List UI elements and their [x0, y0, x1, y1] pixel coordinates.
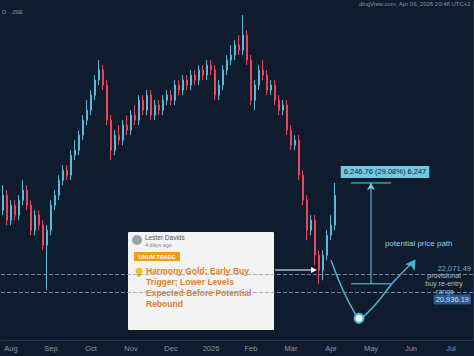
svg-text:Sep: Sep [44, 344, 57, 353]
svg-text:Nov: Nov [124, 344, 138, 353]
svg-text:Rebound: Rebound [146, 299, 183, 309]
svg-text:Feb: Feb [245, 344, 258, 353]
svg-text:Lester Davids: Lester Davids [145, 234, 185, 241]
svg-text:Oct: Oct [85, 344, 98, 353]
svg-text:22,071.49: 22,071.49 [438, 264, 471, 273]
svg-text:Dec: Dec [164, 344, 178, 353]
svg-text:UNUM TRADE: UNUM TRADE [139, 254, 176, 260]
svg-text:Aug: Aug [4, 344, 17, 353]
svg-text:provisional: provisional [427, 272, 462, 280]
svg-text:Expected Before Potential: Expected Before Potential [146, 287, 254, 298]
svg-text:Harmony Gold: Early Buy: Harmony Gold: Early Buy [146, 265, 252, 276]
svg-text:Jul: Jul [446, 344, 456, 353]
svg-text:20,936.19: 20,936.19 [436, 295, 469, 304]
svg-text:Mar: Mar [285, 344, 298, 353]
svg-text:Trigger; Lower Levels: Trigger; Lower Levels [146, 277, 236, 287]
svg-text:Jun: Jun [405, 344, 417, 353]
svg-text:buy re-entry: buy re-entry [425, 280, 464, 288]
svg-text:potential price path: potential price path [385, 239, 453, 248]
svg-text:dingView.com, Apr 06, 2026 20:: dingView.com, Apr 06, 2026 20:48 UTC+2 [359, 1, 471, 7]
svg-text:Apr: Apr [325, 344, 337, 353]
svg-text:2026: 2026 [203, 344, 220, 353]
svg-text:range: range [436, 287, 454, 295]
svg-text:D · JSE: D · JSE [2, 9, 23, 15]
svg-text:May: May [364, 344, 378, 353]
svg-text:6,246.76 (29.08%) 6,247: 6,246.76 (29.08%) 6,247 [344, 167, 427, 176]
svg-text:4 days ago: 4 days ago [145, 242, 172, 248]
